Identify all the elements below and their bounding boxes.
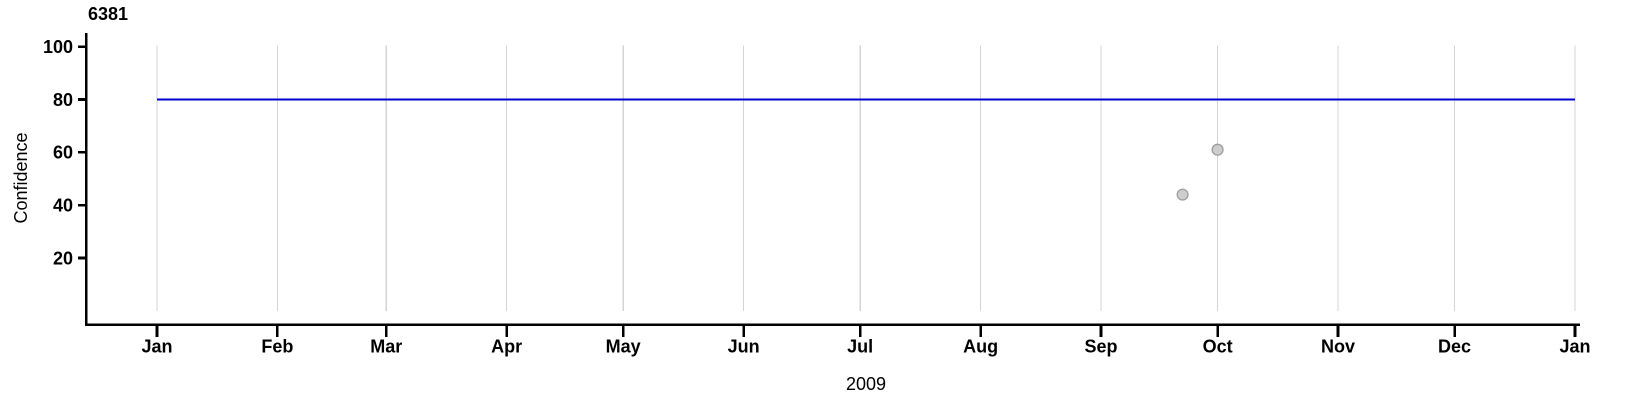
x-tick-label: Oct (1203, 337, 1233, 357)
x-tick-label: Mar (370, 337, 402, 357)
x-tick-label: Dec (1438, 337, 1471, 357)
y-axis-title: Confidence (11, 132, 31, 223)
x-tick-label: Apr (491, 337, 522, 357)
data-point (1176, 188, 1189, 201)
axes (85, 33, 1580, 327)
y-tick-label: 20 (53, 248, 73, 268)
x-tick-label: Jan (1559, 337, 1590, 357)
x-tick-label: Feb (261, 337, 293, 357)
x-tick-labels: Jan Feb Mar Apr May Jun Jul Aug Sep Oct Nov Dec Jan (141, 337, 1590, 357)
x-tick-label: May (606, 337, 641, 357)
chart-title: 6381 (88, 4, 128, 24)
data-points (1176, 143, 1224, 201)
y-tick-marks (78, 45, 86, 260)
x-tick-label: Sep (1085, 337, 1118, 357)
y-tick-label: 60 (53, 143, 73, 163)
y-tick-label: 40 (53, 195, 73, 215)
y-tick-labels: 20 40 60 80 100 (43, 37, 73, 268)
x-tick-label: Jan (141, 337, 172, 357)
y-tick-label: 100 (43, 37, 73, 57)
x-tick-label: Jun (728, 337, 760, 357)
y-tick-label: 80 (53, 90, 73, 110)
x-tick-label: Nov (1321, 337, 1355, 357)
x-axis-title: 2009 (846, 374, 886, 394)
gridlines (156, 45, 1576, 311)
x-tick-marks (155, 326, 1577, 337)
x-tick-label: Aug (963, 337, 998, 357)
x-tick-label: Jul (847, 337, 873, 357)
data-point (1211, 143, 1224, 156)
